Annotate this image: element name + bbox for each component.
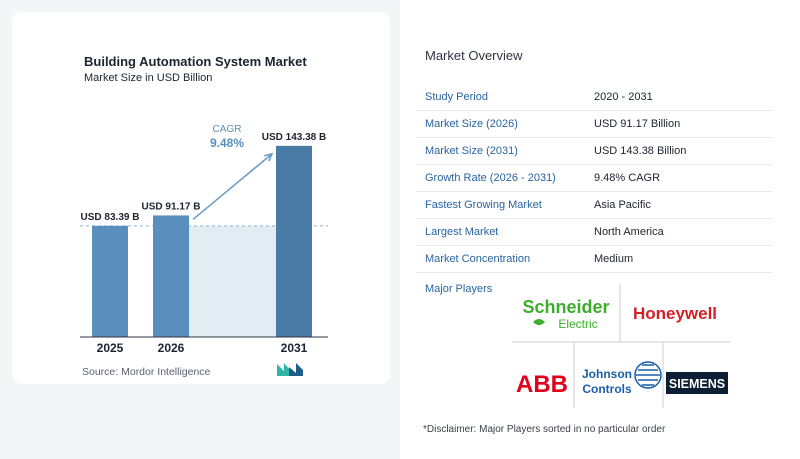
abb-logo: ABB — [516, 371, 568, 398]
overview-row: Growth Rate (2026 - 2031) 9.48% CAGR — [416, 165, 772, 192]
overview-panel — [400, 0, 800, 459]
schneider-mark-icon — [533, 319, 545, 325]
overview-row-value: North America — [594, 226, 664, 238]
siemens-logo: SIEMENS — [669, 377, 725, 391]
schneider-name: Schneider — [522, 297, 609, 317]
overview-row-label: Market Size (2031) — [425, 145, 518, 157]
johnson-controls-logo: Johnson Controls — [582, 361, 662, 396]
bar-2031 — [276, 145, 312, 337]
x-tick-label: 2026 — [158, 341, 185, 355]
overview-row-value: Medium — [594, 253, 634, 265]
overview-row: Study Period 2020 - 2031 — [416, 84, 772, 111]
overview-row-value: 2020 - 2031 — [594, 91, 653, 103]
schneider-logo: Schneider Electric — [522, 297, 609, 331]
bar-value-label: USD 91.17 B — [142, 201, 201, 212]
chart-title: Building Automation System Market — [84, 54, 307, 69]
x-tick-label: 2025 — [97, 341, 124, 355]
honeywell-logo: Honeywell — [633, 304, 717, 323]
cagr-arrow — [192, 153, 273, 221]
overview-row-label: Study Period — [425, 91, 488, 103]
overview-table: Study Period 2020 - 2031 Market Size (2026… — [416, 84, 772, 273]
chart-subtitle: Market Size in USD Billion — [84, 72, 213, 84]
bar-2025 — [92, 225, 128, 337]
overview-row: Largest Market North America — [416, 219, 772, 246]
overview-row-value: USD 143.38 Billion — [594, 145, 687, 157]
bar-value-label: USD 143.38 B — [262, 132, 326, 143]
overview-row-label: Largest Market — [425, 226, 499, 238]
johnson-name: Johnson — [582, 367, 632, 381]
overview-title: Market Overview — [425, 48, 523, 63]
overview-row-value: Asia Pacific — [594, 199, 651, 211]
x-tick-label: 2031 — [281, 341, 308, 355]
overview-row: Market Size (2026) USD 91.17 Billion — [416, 111, 772, 138]
chart-source: Source: Mordor Intelligence — [82, 366, 211, 378]
disclaimer: *Disclaimer: Major Players sorted in no … — [423, 424, 666, 435]
overview-row-value: 9.48% CAGR — [594, 172, 661, 184]
mordor-logo-icon — [277, 363, 303, 376]
players-label: Major Players — [425, 283, 493, 295]
overview-row-label: Market Concentration — [425, 253, 531, 265]
schneider-sub: Electric — [558, 317, 597, 331]
cagr-label: CAGR — [213, 124, 242, 135]
bar-2026 — [153, 215, 189, 337]
baseline-band — [189, 225, 276, 337]
bar-value-label: USD 83.39 B — [81, 212, 140, 223]
cagr-value: 9.48% — [210, 136, 244, 150]
jc-globe-icon — [634, 361, 662, 389]
overview-row: Fastest Growing Market Asia Pacific — [416, 192, 772, 219]
controls-name: Controls — [582, 382, 632, 396]
overview-row-label: Growth Rate (2026 - 2031) — [425, 172, 556, 184]
bar-chart: USD 83.39 B 2025 USD 91.17 B 2026 USD 143.38… — [80, 124, 328, 355]
overview-row: Market Concentration Medium — [416, 246, 772, 273]
overview-row: Market Size (2031) USD 143.38 Billion — [416, 138, 772, 165]
overview-row-label: Fastest Growing Market — [425, 199, 542, 211]
siemens-logo-bg — [666, 372, 728, 394]
overview-row-label: Market Size (2026) — [425, 118, 518, 130]
overview-row-value: USD 91.17 Billion — [594, 118, 681, 130]
cagr-arrowhead-icon — [264, 152, 274, 162]
